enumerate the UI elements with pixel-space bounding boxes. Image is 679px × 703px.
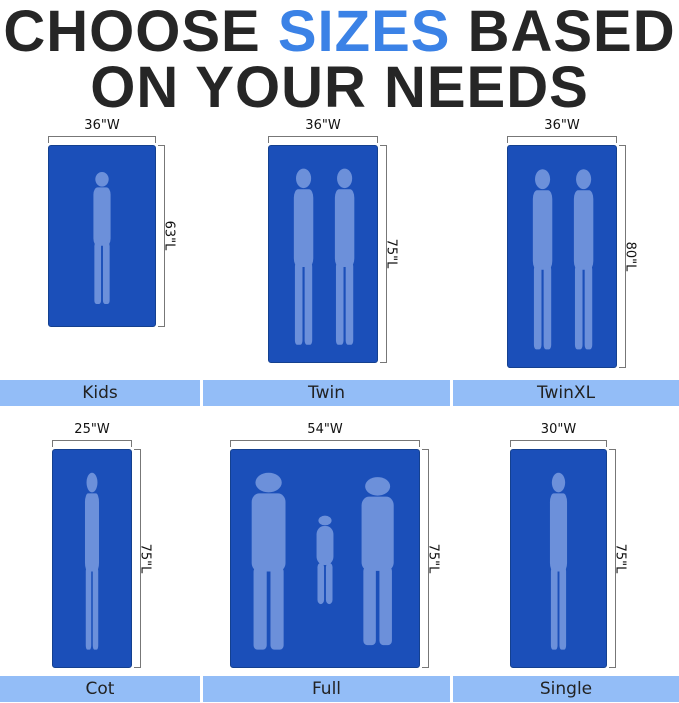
- mattress-cot: [52, 449, 132, 668]
- length-dimension-line: [158, 145, 165, 327]
- length-label: 75"L: [137, 543, 153, 573]
- mattress-kids: [48, 145, 156, 327]
- width-dimension-line: [510, 440, 607, 447]
- length-dimension-line: [134, 449, 141, 668]
- length-dimension-line: [380, 145, 387, 363]
- width-label: 36"W: [84, 118, 120, 133]
- headline-line2: ON YOUR NEEDS: [90, 55, 589, 120]
- width-label: 54"W: [307, 422, 343, 437]
- person-silhouette-icon: [532, 169, 594, 350]
- mattress-twinxl: [507, 145, 617, 368]
- length-dimension-line: [422, 449, 429, 668]
- width-label: 25"W: [74, 422, 110, 437]
- length-label: 75"L: [612, 543, 628, 573]
- size-label-kids: Kids: [0, 380, 200, 406]
- length-label: 75"L: [425, 543, 441, 573]
- width-label: 36"W: [544, 118, 580, 133]
- size-label-cot: Cot: [0, 676, 200, 702]
- size-label-single: Single: [453, 676, 679, 702]
- length-dimension-line: [619, 145, 626, 368]
- mattress-twin: [268, 145, 378, 363]
- length-dimension-line: [609, 449, 616, 668]
- person-silhouette-icon: [549, 472, 568, 650]
- width-dimension-line: [507, 136, 617, 143]
- width-label: 30"W: [540, 422, 577, 437]
- size-label-twinxl: TwinXL: [453, 380, 679, 406]
- size-label-twin: Twin: [203, 380, 450, 406]
- width-dimension-line: [230, 440, 420, 447]
- size-label-full: Full: [203, 676, 450, 702]
- person-silhouette-icon: [93, 172, 111, 305]
- width-dimension-line: [268, 136, 378, 143]
- length-label: 63"L: [161, 220, 177, 251]
- length-label: 80"L: [622, 241, 638, 271]
- mattress-full: [230, 449, 420, 668]
- headline-line1: CHOOSE SIZES BASED: [3, 0, 676, 64]
- width-label: 36"W: [305, 118, 341, 133]
- person-silhouette-icon: [251, 472, 394, 650]
- width-dimension-line: [48, 136, 156, 143]
- mattress-single: [510, 449, 607, 668]
- width-dimension-line: [52, 440, 132, 447]
- length-label: 75"L: [383, 238, 399, 269]
- person-silhouette-icon: [84, 472, 100, 650]
- person-silhouette-icon: [293, 168, 355, 345]
